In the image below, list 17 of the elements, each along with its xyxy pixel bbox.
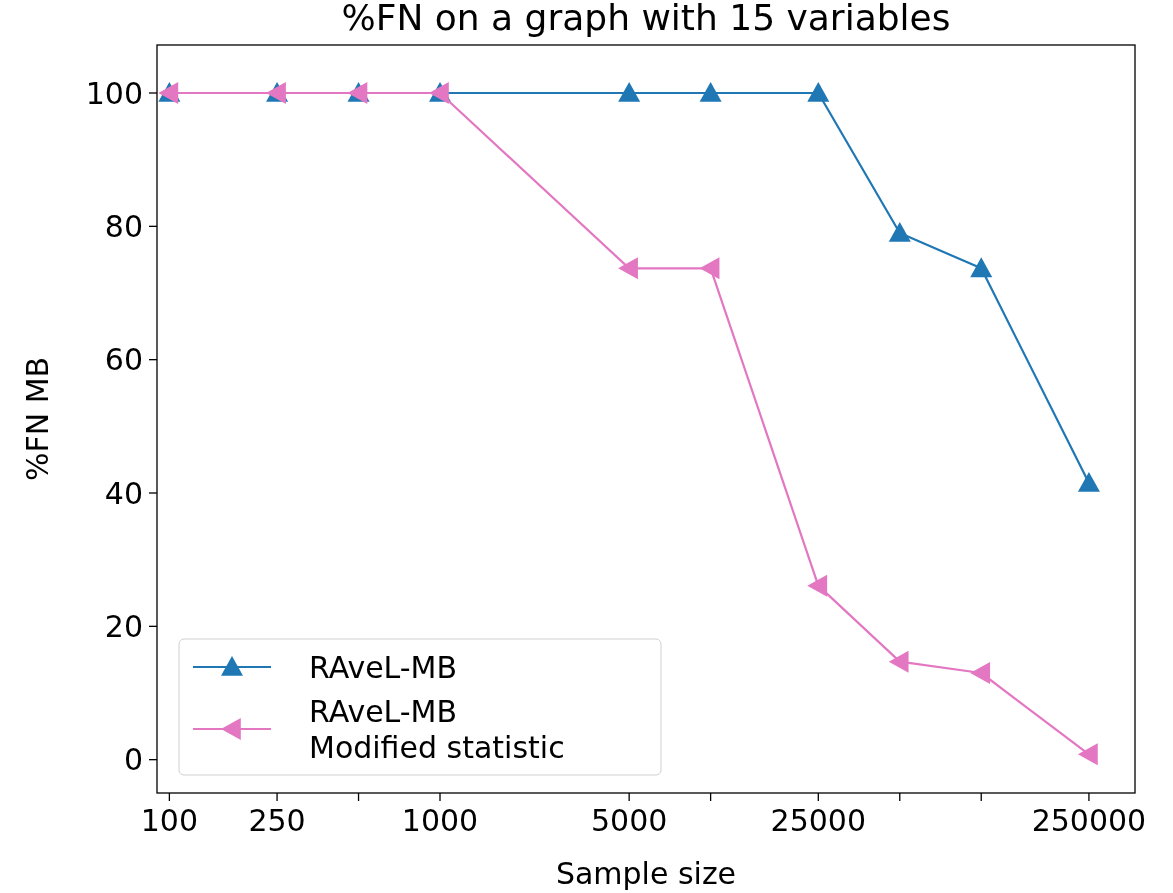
legend-label: RAveL-MB xyxy=(309,649,458,685)
x-tick-label: 5000 xyxy=(590,803,668,838)
x-tick-label: 100 xyxy=(140,803,199,838)
y-axis-title: %FN MB xyxy=(20,356,55,482)
chart-title: %FN on a graph with 15 variables xyxy=(341,0,951,38)
y-tick-label: 20 xyxy=(104,608,143,644)
y-tick-label: 100 xyxy=(85,75,143,111)
x-tick-label: 1000 xyxy=(401,803,479,838)
x-tick-label: 250000 xyxy=(1031,803,1147,838)
y-tick-label: 40 xyxy=(104,475,143,511)
y-tick-label: 80 xyxy=(104,208,143,244)
x-tick-label: 25000 xyxy=(770,803,867,838)
x-axis-title: Sample size xyxy=(555,856,737,891)
legend-label: RAveL-MB Modified statistic xyxy=(309,693,565,765)
x-tick-label: 250 xyxy=(248,803,306,838)
y-tick-label: 0 xyxy=(123,742,143,778)
y-tick-label: 60 xyxy=(104,342,143,378)
